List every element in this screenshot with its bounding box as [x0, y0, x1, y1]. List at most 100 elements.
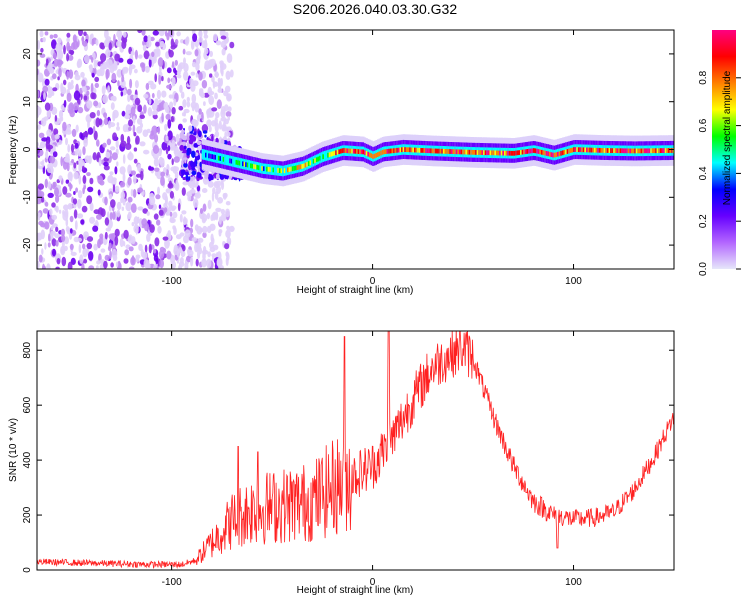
spectrogram-cell — [499, 150, 502, 156]
spectrogram-cell — [209, 50, 214, 58]
spectrogram-cell — [96, 109, 101, 117]
spectrogram-cell — [167, 230, 171, 237]
spectrogram-cell — [211, 154, 214, 159]
spectrogram-cell — [635, 148, 638, 154]
spectrogram-cell — [144, 263, 151, 269]
spectrogram-cell — [404, 147, 407, 152]
spectrogram-cell — [114, 166, 118, 175]
spectrogram-cell — [72, 198, 78, 205]
spectrogram-cell — [55, 240, 59, 247]
spectrogram-cell — [176, 249, 180, 258]
spectrogram-cell — [206, 109, 210, 119]
spectrogram-cell — [97, 189, 101, 196]
spectrogram-cell — [110, 146, 116, 151]
spectrogram-cell — [133, 147, 138, 152]
spectrogram-cell — [88, 265, 95, 269]
spectrogram-cell — [72, 40, 79, 50]
spectrogram-cell — [216, 155, 219, 161]
spectrogram-cell — [181, 174, 184, 179]
spectrogram-cell — [153, 213, 159, 220]
spectrogram-cell — [201, 124, 209, 133]
spectrogram-cell — [168, 49, 174, 58]
spectrogram-cell — [380, 150, 383, 156]
spectrogram-cell — [438, 148, 441, 154]
spectrogram-cell — [544, 150, 547, 156]
spectrogram-cell — [193, 198, 199, 208]
spectrogram-cell — [63, 208, 69, 218]
spectrogram-cell — [181, 244, 185, 249]
spectrogram-cell — [140, 170, 144, 181]
spectrogram-cell — [196, 140, 202, 145]
spectrogram-cell — [385, 149, 388, 154]
spectrogram-cell — [183, 145, 187, 150]
spectrogram-cell — [183, 70, 189, 81]
spectrogram-cell — [223, 120, 226, 130]
spectrogram-cell — [82, 146, 86, 156]
snr-plot-area — [37, 331, 674, 570]
spectrogram-cell — [204, 134, 207, 138]
spectrogram-cell — [199, 228, 204, 233]
spectrogram-cell — [136, 126, 143, 134]
spectrogram-cell — [100, 248, 106, 253]
spectrogram-cell — [301, 164, 304, 169]
spectrogram-cell — [130, 203, 137, 214]
spectrogram-cell — [634, 148, 637, 154]
spectrogram-y-tick-label: -20 — [22, 237, 33, 252]
spectrogram-x-ticks: -100 0 100 — [162, 30, 582, 287]
spectrogram-cell — [71, 159, 75, 164]
spectrogram-cell — [83, 95, 88, 101]
spectrogram-cell — [133, 216, 139, 226]
spectrogram-cell — [299, 164, 302, 170]
spectrogram-cell — [181, 112, 186, 117]
snr-x-axis-label: Height of straight line (km) — [297, 585, 414, 596]
spectrogram-cell — [132, 124, 136, 134]
spectrogram-cell — [203, 152, 206, 158]
spectrogram-cell — [102, 142, 107, 148]
spectrogram-cell — [160, 176, 165, 187]
spectrogram-cell — [110, 199, 116, 208]
spectrogram-cell — [532, 148, 535, 153]
spectrogram-cell — [521, 149, 524, 155]
spectrogram-cell — [89, 112, 96, 119]
figure-title: S206.2026.040.03.30.G32 — [292, 1, 458, 17]
spectrogram-cell — [52, 52, 57, 59]
spectrogram-cell — [93, 100, 99, 107]
spectrogram-cell — [62, 186, 68, 195]
spectrogram-cell — [130, 170, 136, 176]
spectrogram-cells — [37, 30, 674, 269]
spectrogram-cell — [327, 152, 330, 158]
spectrogram-cell — [232, 159, 235, 164]
spectrogram-cell — [631, 148, 634, 154]
spectrogram-cell — [333, 150, 336, 156]
spectrogram-cell — [272, 167, 275, 173]
spectrogram-cell — [116, 125, 120, 131]
spectrogram-cell — [295, 165, 298, 171]
spectrogram-cell — [433, 148, 436, 154]
snr-y-tick-label: 200 — [22, 506, 33, 523]
spectrogram-cell — [605, 148, 608, 153]
spectrogram-cell — [159, 40, 165, 48]
spectrogram-cell — [610, 148, 613, 153]
spectrogram-cell — [116, 161, 119, 167]
spectrogram-cell — [115, 139, 119, 149]
spectrogram-cell — [144, 222, 149, 232]
spectrogram-cell — [89, 202, 94, 212]
snr-y-tick-label: 800 — [22, 341, 33, 358]
spectrogram-cell — [165, 135, 169, 142]
spectrogram-cell — [227, 158, 230, 163]
snr-x-tick-label: 0 — [370, 577, 376, 588]
spectrogram-cell — [199, 208, 204, 214]
spectrogram-cell — [598, 147, 601, 153]
spectrogram-cell — [129, 94, 135, 101]
spectrogram-cell — [83, 31, 87, 37]
spectrogram-cell — [611, 148, 614, 153]
spectrogram-cell — [447, 149, 450, 154]
spectrogram-cell — [225, 251, 229, 257]
spectrogram-cell — [77, 237, 83, 242]
spectrogram-cell — [626, 148, 629, 154]
spectrogram-cell — [132, 115, 136, 124]
spectrogram-cell — [311, 159, 314, 165]
spectrogram-cell — [174, 70, 178, 76]
spectrogram-cell — [37, 232, 40, 242]
spectrogram-cell — [69, 184, 73, 189]
